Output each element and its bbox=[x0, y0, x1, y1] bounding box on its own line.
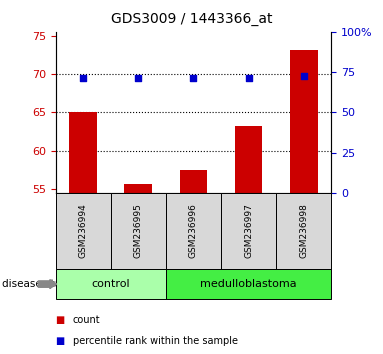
Point bbox=[135, 75, 141, 81]
Bar bbox=[124, 184, 152, 193]
Point bbox=[246, 75, 252, 81]
Text: GSM236994: GSM236994 bbox=[79, 204, 88, 258]
Point bbox=[80, 75, 86, 81]
Text: GDS3009 / 1443366_at: GDS3009 / 1443366_at bbox=[111, 12, 272, 27]
Bar bbox=[235, 126, 262, 193]
Text: GSM236995: GSM236995 bbox=[134, 204, 143, 258]
Text: ■: ■ bbox=[56, 336, 65, 346]
Text: disease state: disease state bbox=[2, 279, 71, 289]
Text: medulloblastoma: medulloblastoma bbox=[200, 279, 297, 289]
Text: percentile rank within the sample: percentile rank within the sample bbox=[73, 336, 238, 346]
Text: GSM236997: GSM236997 bbox=[244, 204, 253, 258]
Text: count: count bbox=[73, 315, 100, 325]
Text: ■: ■ bbox=[56, 315, 65, 325]
Bar bbox=[180, 170, 207, 193]
Point bbox=[301, 73, 307, 79]
Point bbox=[190, 75, 196, 81]
Bar bbox=[69, 113, 97, 193]
Text: control: control bbox=[92, 279, 130, 289]
Bar bbox=[290, 50, 318, 193]
Text: GSM236998: GSM236998 bbox=[299, 204, 308, 258]
Text: GSM236996: GSM236996 bbox=[189, 204, 198, 258]
